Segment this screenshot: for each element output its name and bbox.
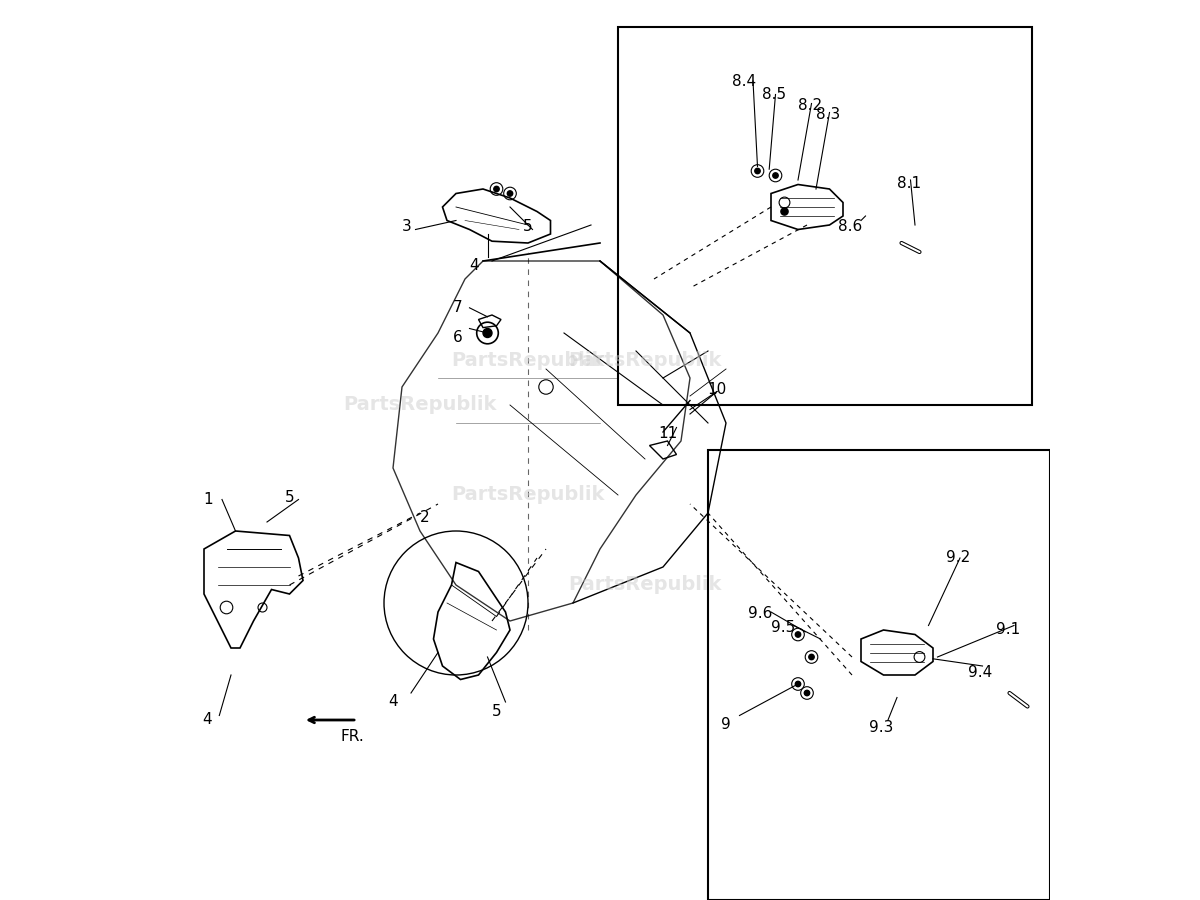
Text: 6: 6 xyxy=(452,330,463,345)
Bar xyxy=(708,450,1050,900)
Circle shape xyxy=(796,681,800,687)
Circle shape xyxy=(482,328,492,338)
Text: 9.2: 9.2 xyxy=(946,551,971,565)
Circle shape xyxy=(781,208,788,215)
Text: 8.2: 8.2 xyxy=(798,98,822,112)
Circle shape xyxy=(508,191,512,196)
Circle shape xyxy=(773,173,779,178)
Text: 4: 4 xyxy=(469,258,479,273)
Text: PartsRepublik: PartsRepublik xyxy=(569,575,721,595)
Bar xyxy=(618,27,1032,405)
Text: PartsRepublik: PartsRepublik xyxy=(569,350,721,370)
Text: 9.1: 9.1 xyxy=(996,623,1020,637)
Text: 9.3: 9.3 xyxy=(869,720,893,734)
Text: 8.1: 8.1 xyxy=(896,176,920,191)
Text: 4: 4 xyxy=(388,695,398,709)
Circle shape xyxy=(796,632,800,637)
Circle shape xyxy=(804,690,810,696)
Text: 8.4: 8.4 xyxy=(732,74,756,88)
Text: 8.6: 8.6 xyxy=(838,220,863,234)
Text: 1: 1 xyxy=(204,492,214,507)
Text: 9: 9 xyxy=(721,717,731,732)
Text: 7: 7 xyxy=(452,301,463,315)
Text: 5: 5 xyxy=(523,220,533,234)
Circle shape xyxy=(809,654,815,660)
Text: 2: 2 xyxy=(420,510,430,525)
Text: PartsRepublik: PartsRepublik xyxy=(451,485,605,505)
Text: PartsRepublik: PartsRepublik xyxy=(451,350,605,370)
Text: 8.5: 8.5 xyxy=(762,87,786,102)
Text: FR.: FR. xyxy=(341,729,365,743)
Circle shape xyxy=(755,168,761,174)
Text: 9.4: 9.4 xyxy=(967,665,992,680)
Text: 3: 3 xyxy=(402,220,412,234)
Text: 8.3: 8.3 xyxy=(816,107,840,122)
Text: 4: 4 xyxy=(202,713,211,727)
Text: 5: 5 xyxy=(492,704,502,718)
Text: PartsRepublik: PartsRepublik xyxy=(343,395,497,415)
Text: 9.5: 9.5 xyxy=(770,620,794,634)
Text: 9.6: 9.6 xyxy=(748,607,773,621)
Text: 11: 11 xyxy=(658,427,677,441)
Circle shape xyxy=(494,186,499,192)
Text: 5: 5 xyxy=(284,491,294,505)
Text: 10: 10 xyxy=(707,382,727,397)
